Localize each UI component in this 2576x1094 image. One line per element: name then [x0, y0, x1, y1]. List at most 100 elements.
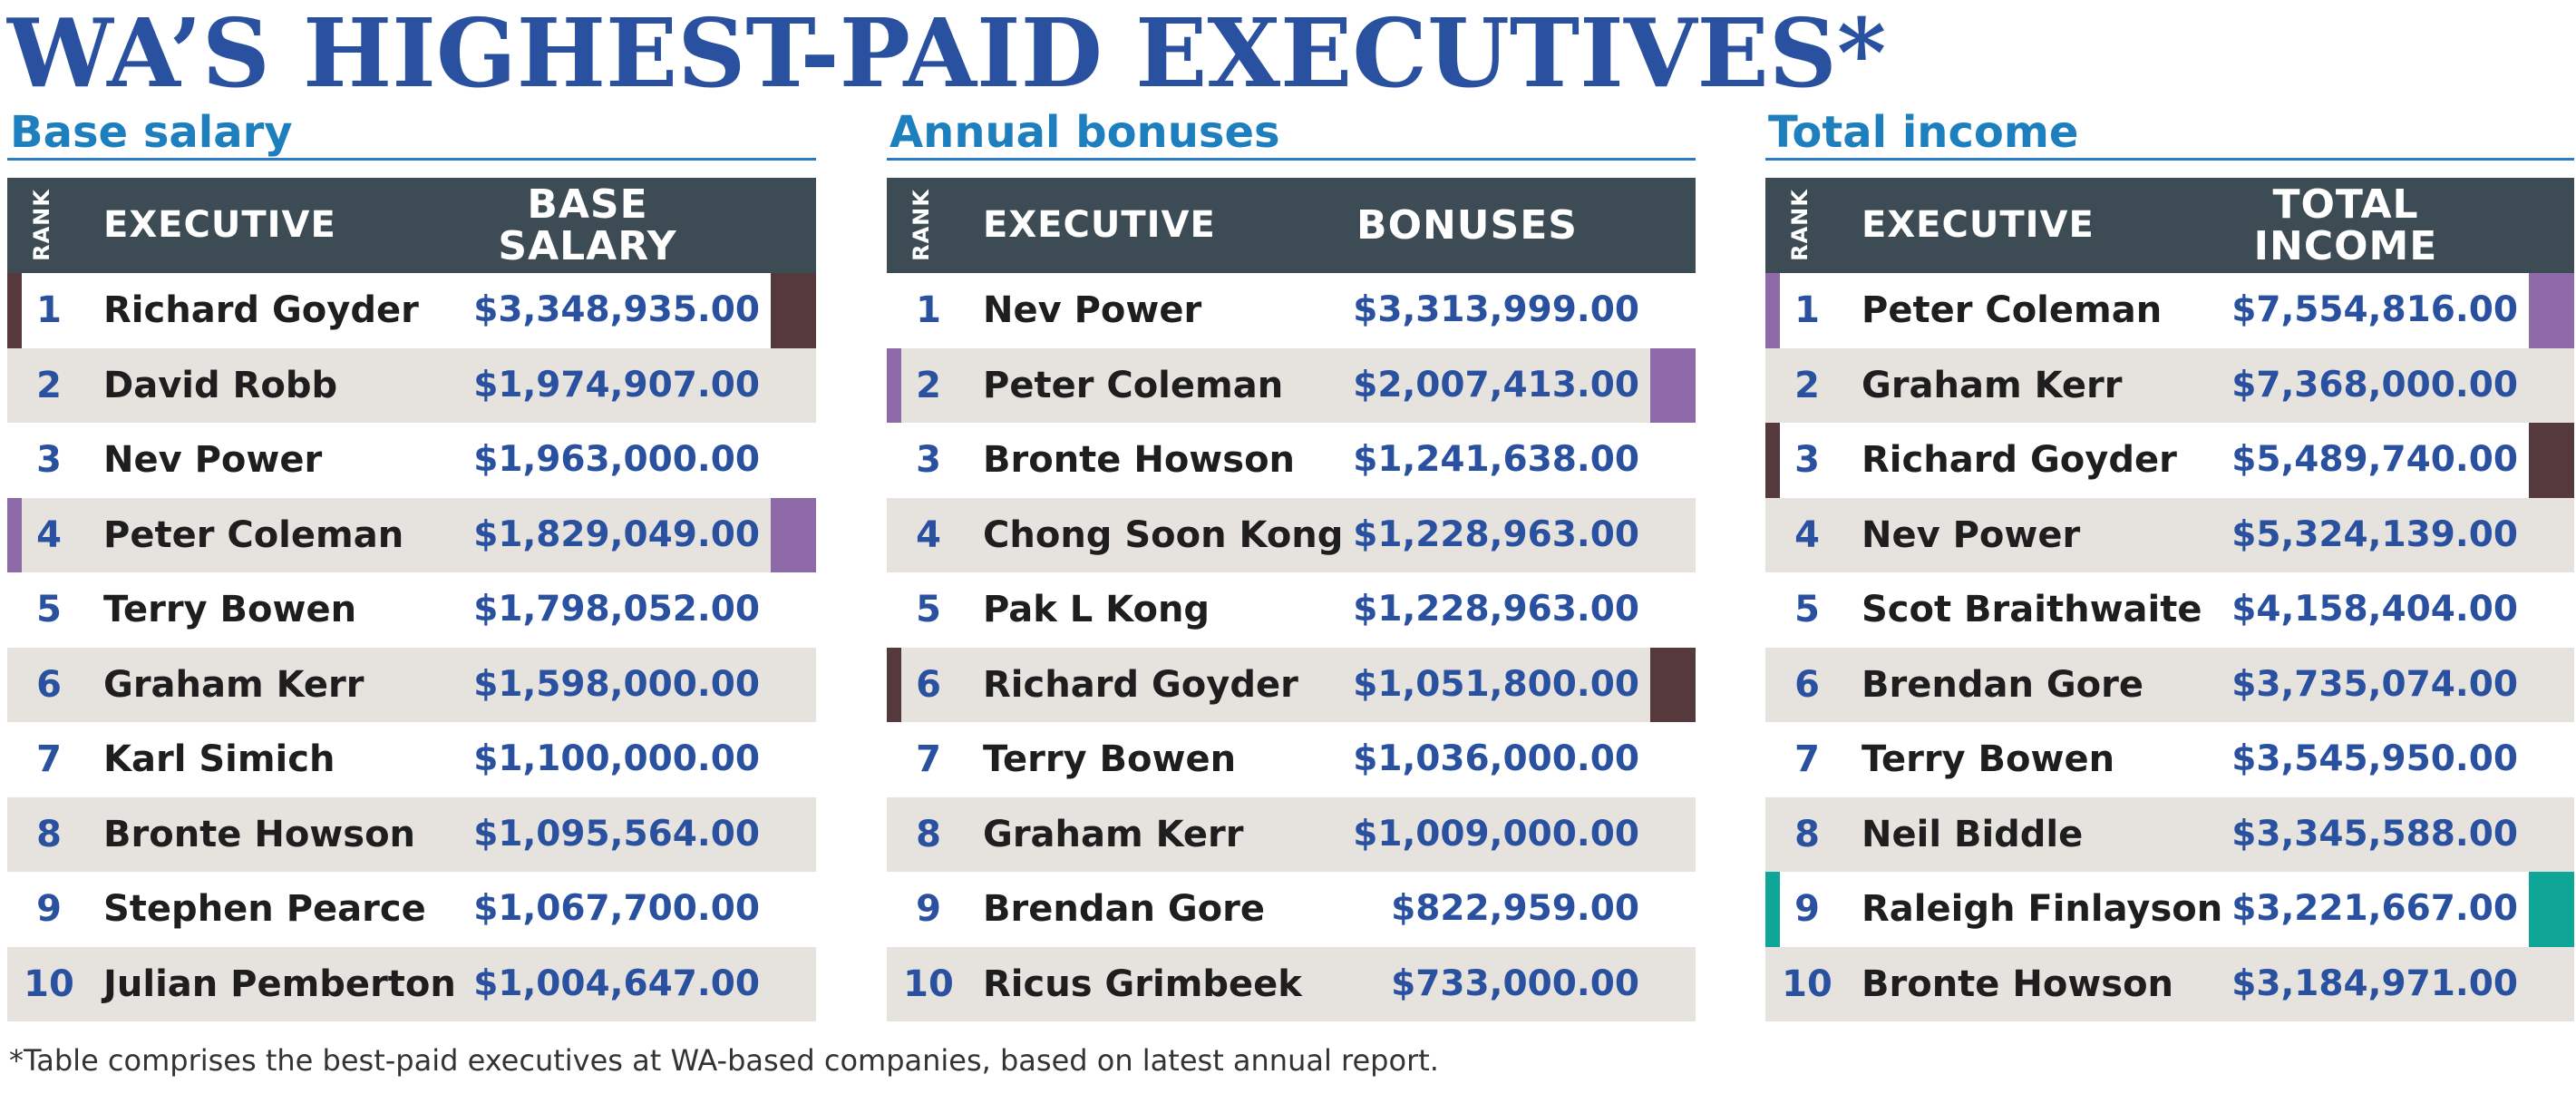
- table-row: 7 Terry Bowen $1,036,000.00: [887, 722, 1696, 797]
- executive-name: Richard Goyder: [1862, 439, 2177, 481]
- amount-cell: $3,221,667.00: [2231, 888, 2518, 929]
- highlight-marker-right: [2529, 872, 2574, 947]
- footnote: *Table comprises the best-paid executive…: [9, 1043, 1439, 1078]
- table-row: 10 Bronte Howson $3,184,971.00: [1765, 946, 2574, 1021]
- table-header: RANK EXECUTIVE TOTAL INCOME: [1765, 178, 2574, 273]
- rank-cell: 8: [36, 813, 62, 855]
- executive-name: Scot Braithwaite: [1862, 589, 2202, 630]
- table-row: 8 Neil Biddle $3,345,588.00: [1765, 796, 2574, 872]
- highlight-marker-left: [1765, 273, 1780, 348]
- rank-cell: 9: [1794, 888, 1820, 930]
- table-row: 9 Stephen Pearce $1,067,700.00: [7, 872, 816, 947]
- amount-cell: $1,228,963.00: [1353, 589, 1639, 630]
- amount-cell: $1,051,800.00: [1353, 663, 1639, 705]
- table-row: 7 Karl Simich $1,100,000.00: [7, 722, 816, 797]
- table-row: 4 Chong Soon Kong $1,228,963.00: [887, 497, 1696, 572]
- executive-name: Stephen Pearce: [103, 888, 426, 930]
- table-row: 8 Graham Kerr $1,009,000.00: [887, 796, 1696, 872]
- table-row: 4 Nev Power $5,324,139.00: [1765, 497, 2574, 572]
- section-title: Total income: [1765, 107, 2574, 161]
- highlight-marker-left: [7, 497, 22, 572]
- annual-bonuses-table: Annual bonuses RANK EXECUTIVE BONUSES 1 Nev P…: [887, 107, 1696, 1021]
- rank-cell: 3: [36, 439, 62, 481]
- amount-cell: $1,974,907.00: [473, 364, 760, 405]
- table-row: 8 Bronte Howson $1,095,564.00: [7, 796, 816, 872]
- amount-cell: $1,095,564.00: [473, 813, 760, 855]
- executive-name: Neil Biddle: [1862, 813, 2084, 855]
- executive-name: Bronte Howson: [983, 439, 1296, 481]
- rank-cell: 2: [1794, 364, 1820, 406]
- rank-column-header: RANK: [1787, 189, 1813, 261]
- amount-cell: $7,554,816.00: [2231, 289, 2518, 330]
- executive-name: Terry Bowen: [983, 738, 1237, 780]
- executive-name: Graham Kerr: [983, 813, 1244, 855]
- rank-cell: 6: [1794, 663, 1820, 706]
- table-row: 5 Terry Bowen $1,798,052.00: [7, 572, 816, 648]
- table-row: 6 Graham Kerr $1,598,000.00: [7, 647, 816, 722]
- rank-column-header: RANK: [909, 189, 934, 261]
- table-row: 3 Bronte Howson $1,241,638.00: [887, 423, 1696, 498]
- executive-name: David Robb: [103, 364, 338, 406]
- amount-cell: $1,598,000.00: [473, 663, 760, 705]
- amount-cell: $3,735,074.00: [2231, 663, 2518, 705]
- executive-name: Peter Coleman: [1862, 289, 2163, 331]
- highlight-marker-right: [2529, 423, 2574, 498]
- table-row: 1 Richard Goyder $3,348,935.00: [7, 273, 816, 348]
- amount-cell: $1,228,963.00: [1353, 513, 1639, 555]
- table-row: 3 Richard Goyder $5,489,740.00: [1765, 423, 2574, 498]
- rank-cell: 5: [1794, 589, 1820, 630]
- value-column-header: TOTAL INCOME: [2253, 181, 2438, 269]
- table-row: 2 Peter Coleman $2,007,413.00: [887, 347, 1696, 423]
- table-row: 10 Ricus Grimbeek $733,000.00: [887, 946, 1696, 1021]
- executive-name: Nev Power: [103, 439, 323, 481]
- amount-cell: $5,324,139.00: [2231, 513, 2518, 555]
- rank-cell: 5: [36, 589, 62, 630]
- executive-name: Pak L Kong: [983, 589, 1210, 630]
- executive-name: Bronte Howson: [103, 813, 416, 855]
- amount-cell: $822,959.00: [1391, 888, 1639, 929]
- rank-cell: 8: [916, 813, 941, 855]
- executive-name: Brendan Gore: [1862, 663, 2144, 706]
- table-row: 6 Brendan Gore $3,735,074.00: [1765, 647, 2574, 722]
- rank-cell: 10: [24, 962, 74, 1005]
- executive-column-header: EXECUTIVE: [1862, 204, 2095, 246]
- rank-cell: 3: [1794, 439, 1820, 481]
- table-row: 7 Terry Bowen $3,545,950.00: [1765, 722, 2574, 797]
- executive-name: Graham Kerr: [1862, 364, 2123, 406]
- rank-cell: 4: [36, 513, 62, 556]
- executive-name: Peter Coleman: [983, 364, 1284, 406]
- rank-cell: 1: [36, 289, 62, 331]
- executive-name: Raleigh Finlayson: [1862, 888, 2223, 930]
- table-row: 1 Peter Coleman $7,554,816.00: [1765, 273, 2574, 348]
- table-row: 2 Graham Kerr $7,368,000.00: [1765, 347, 2574, 423]
- highlight-marker-right: [771, 497, 816, 572]
- value-column-header: BONUSES: [1356, 202, 1578, 249]
- highlight-marker-right: [1650, 647, 1696, 722]
- executive-name: Nev Power: [1862, 513, 2081, 556]
- amount-cell: $1,067,700.00: [473, 888, 760, 929]
- rank-cell: 3: [916, 439, 941, 481]
- rank-cell: 1: [1794, 289, 1820, 331]
- executive-name: Terry Bowen: [1862, 738, 2115, 780]
- amount-cell: $3,345,588.00: [2231, 813, 2518, 855]
- rank-cell: 4: [916, 513, 941, 556]
- table-row: 6 Richard Goyder $1,051,800.00: [887, 647, 1696, 722]
- amount-cell: $3,184,971.00: [2231, 962, 2518, 1004]
- amount-cell: $1,829,049.00: [473, 513, 760, 555]
- executive-name: Peter Coleman: [103, 513, 404, 556]
- amount-cell: $5,489,740.00: [2231, 439, 2518, 480]
- value-column-header: BASE SALARY: [498, 181, 677, 269]
- executive-name: Richard Goyder: [983, 663, 1298, 706]
- executive-name: Brendan Gore: [983, 888, 1266, 930]
- executive-name: Graham Kerr: [103, 663, 365, 706]
- highlight-marker-left: [887, 347, 901, 423]
- amount-cell: $4,158,404.00: [2231, 589, 2518, 630]
- highlight-marker-right: [1650, 347, 1696, 423]
- highlight-marker-left: [1765, 872, 1780, 947]
- executive-name: Ricus Grimbeek: [983, 962, 1302, 1005]
- executive-column-header: EXECUTIVE: [983, 204, 1216, 246]
- amount-cell: $1,100,000.00: [473, 738, 760, 779]
- amount-cell: $3,348,935.00: [473, 289, 760, 330]
- amount-cell: $1,963,000.00: [473, 439, 760, 480]
- amount-cell: $7,368,000.00: [2231, 364, 2518, 405]
